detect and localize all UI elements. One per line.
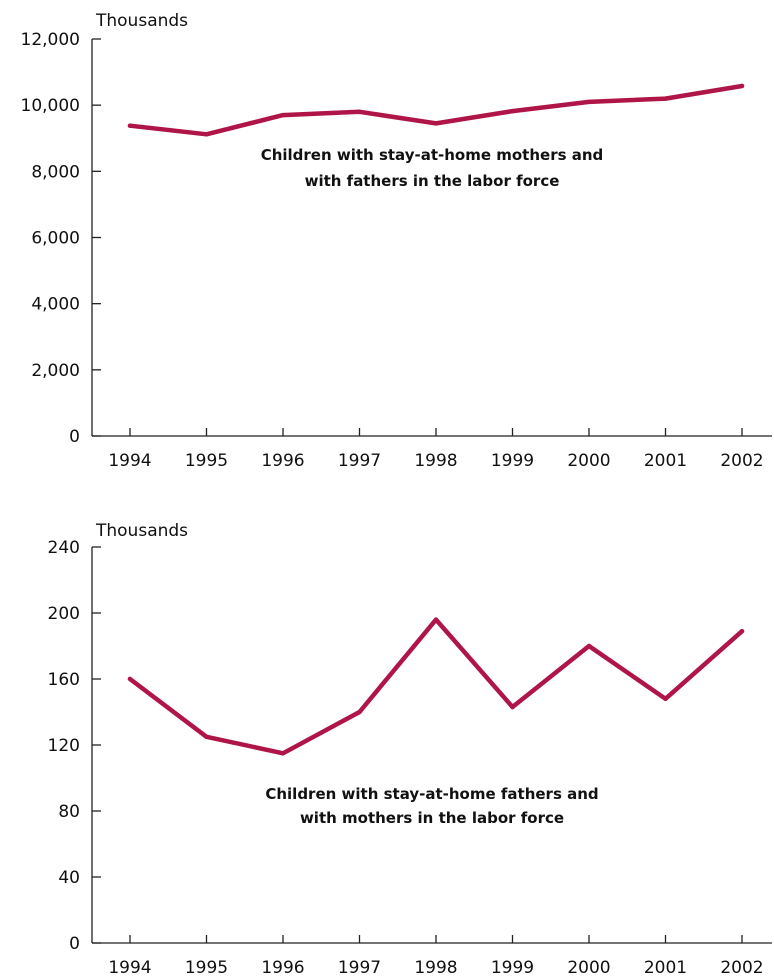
data-point <box>280 112 286 118</box>
data-point <box>433 121 439 126</box>
data-point <box>127 676 133 682</box>
data-point <box>739 83 745 89</box>
y-tick-label: 0 <box>69 427 80 447</box>
data-point <box>357 709 362 715</box>
x-tick-label: 1994 <box>108 958 151 977</box>
data-point <box>204 132 209 137</box>
x-tick-label: 1997 <box>338 451 381 471</box>
x-tick-label: 1998 <box>414 451 457 471</box>
data-point <box>586 643 592 649</box>
x-tick-label: 1998 <box>414 958 457 977</box>
y-tick-label: 40 <box>58 868 80 888</box>
data-point <box>433 617 439 622</box>
x-tick-label: 2000 <box>567 958 610 977</box>
chart-2: 0 40 80 120 160 200 240 1994 1995 1996 1997 1998 199… <box>48 521 772 977</box>
x-tick-label: 1999 <box>491 451 534 471</box>
y-tick-label: 0 <box>69 934 80 954</box>
series-annotation: Children with stay-at-home mothers and <box>261 146 604 164</box>
data-point <box>127 123 133 128</box>
chart-1: 0 2,000 4,000 6,000 8,000 10,000 12,000 1994 199… <box>21 11 772 471</box>
data-point <box>510 108 515 114</box>
y-tick-label: 4,000 <box>31 295 80 315</box>
x-tick-label: 1996 <box>261 958 304 977</box>
x-tick-label: 2000 <box>567 451 610 471</box>
x-tick-label: 1996 <box>261 451 304 471</box>
y-tick-label: 240 <box>48 538 80 558</box>
x-tick-label: 2002 <box>720 451 763 471</box>
data-point <box>280 751 286 756</box>
data-point <box>663 96 668 101</box>
x-tick-label: 1995 <box>185 451 228 471</box>
series-line <box>127 617 745 756</box>
series-annotation: with fathers in the labor force <box>305 172 560 190</box>
y-tick-label: 120 <box>48 736 80 756</box>
x-tick-label: 2002 <box>720 958 763 977</box>
series-line <box>127 83 745 137</box>
unit-label: Thousands <box>95 521 188 541</box>
x-tick-label: 1999 <box>491 958 534 977</box>
unit-label: Thousands <box>95 11 188 31</box>
y-tick-label: 80 <box>58 802 80 822</box>
y-tick-label: 160 <box>48 670 80 690</box>
y-tick-label: 10,000 <box>21 96 80 116</box>
x-tick-label: 2001 <box>644 958 687 977</box>
x-tick-label: 2001 <box>644 451 687 471</box>
data-point <box>204 734 209 739</box>
y-tick-label: 12,000 <box>21 30 80 50</box>
x-tick-label: 1995 <box>185 958 228 977</box>
x-tick-label: 1994 <box>108 451 151 471</box>
data-point <box>663 696 668 701</box>
data-point <box>739 628 745 634</box>
y-tick-label: 6,000 <box>31 229 80 249</box>
series-annotation: with mothers in the labor force <box>300 809 564 827</box>
data-point <box>510 704 515 710</box>
data-point <box>586 99 592 105</box>
x-tick-label: 1997 <box>338 958 381 977</box>
y-tick-label: 2,000 <box>31 361 80 381</box>
data-point <box>357 109 362 114</box>
series-annotation: Children with stay-at-home fathers and <box>265 785 598 803</box>
y-tick-label: 200 <box>48 604 80 624</box>
y-tick-label: 8,000 <box>31 162 80 182</box>
